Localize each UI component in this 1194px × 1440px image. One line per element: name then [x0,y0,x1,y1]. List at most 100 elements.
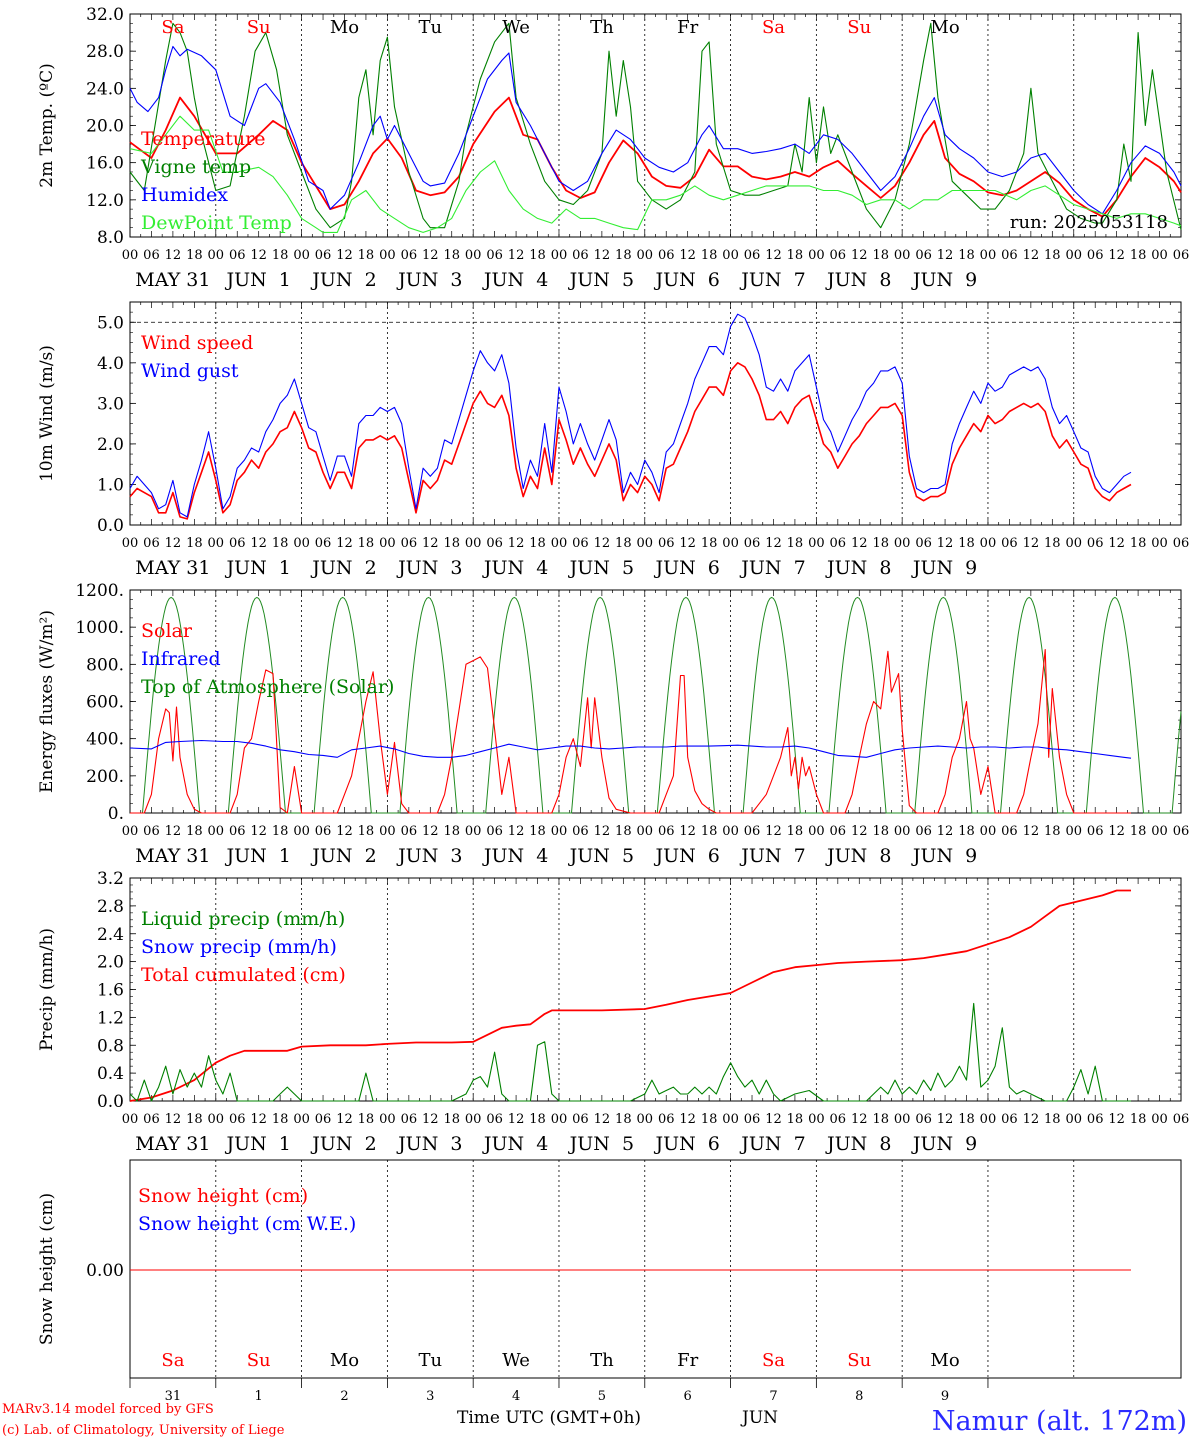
weekday-label: Sa [762,1350,785,1371]
hour-tick-label: 18 [615,824,632,839]
hour-tick-label: 12 [765,248,782,263]
hour-tick-label: 06 [915,1112,932,1127]
hour-tick-label: 18 [358,824,375,839]
hour-tick-label: 00 [551,248,568,263]
day-label: JUN 3 [396,1133,462,1155]
hour-tick-label: 00 [208,536,225,551]
hour-tick-label: 18 [1044,536,1061,551]
hour-tick-label: 00 [637,248,654,263]
hour-tick-label: 18 [958,536,975,551]
y-axis-label: 2m Temp. (ºC) [37,63,57,188]
hour-tick-label: 18 [872,824,889,839]
hour-tick-label: 12 [851,1112,868,1127]
day-number-label: 8 [855,1389,863,1404]
hour-tick-label: 18 [272,248,289,263]
weekday-label: Sa [762,17,785,38]
day-label: MAY 31 [135,1133,210,1155]
series-line-solar [130,648,1131,814]
hour-tick-label: 00 [379,536,396,551]
hour-tick-label: 12 [937,248,954,263]
legend-entry: Top of Atmosphere (Solar) [141,676,394,698]
y-axis-label: Snow height (cm) [37,1193,57,1345]
weekday-label: Th [590,1350,614,1371]
hour-tick-label: 18 [787,536,804,551]
hour-tick-label: 18 [358,1112,375,1127]
hour-tick-label: 06 [1001,824,1018,839]
hour-tick-label: 18 [358,536,375,551]
day-label: JUN 2 [310,845,376,867]
day-number-label: 1 [255,1389,263,1404]
legend-entry: Solar [141,620,193,642]
hour-tick-label: 12 [422,248,439,263]
hour-tick-label: 06 [486,1112,503,1127]
weekday-label: We [502,1350,530,1371]
hour-tick-label: 06 [229,824,246,839]
hour-tick-label: 06 [1001,536,1018,551]
y-axis-label: Energy fluxes (W/m²) [37,610,57,793]
hour-tick-label: 00 [122,248,139,263]
weekday-label: We [502,17,530,38]
day-label: JUN 4 [482,845,548,867]
legend-entry: Wind speed [141,332,253,354]
hour-tick-label: 18 [872,1112,889,1127]
hour-tick-label: 06 [658,248,675,263]
hour-tick-label: 00 [1151,536,1168,551]
hour-tick-label: 06 [401,824,418,839]
hour-tick-label: 06 [1173,1112,1190,1127]
weekday-label: Mo [330,1350,359,1371]
hour-tick-label: 00 [637,824,654,839]
y-tick-label: 2.4 [97,925,124,945]
hour-tick-label: 06 [572,1112,589,1127]
day-label: JUN 4 [482,269,548,291]
series-line-infrared [129,739,1132,759]
hour-tick-label: 06 [915,248,932,263]
hour-tick-label: 18 [358,248,375,263]
legend-entry: Temperature [141,128,265,150]
day-label: JUN 4 [482,1133,548,1155]
day-label: MAY 31 [135,845,210,867]
series-line-dewpoint-temp [129,115,1182,233]
hour-tick-label: 06 [229,248,246,263]
hour-tick-label: 00 [208,1112,225,1127]
day-label: JUN 5 [568,269,634,291]
hour-tick-label: 18 [615,1112,632,1127]
hour-tick-label: 06 [1087,536,1104,551]
hour-tick-label: 18 [1130,824,1147,839]
day-number-label: 3 [426,1389,434,1404]
y-tick-label: 200. [86,767,124,787]
plot-frame [129,13,1182,238]
hour-tick-label: 18 [958,1112,975,1127]
hour-tick-label: 00 [122,1112,139,1127]
day-label: JUN 8 [825,1133,891,1155]
hour-tick-label: 00 [980,1112,997,1127]
legend-entry: Snow height (cm) [138,1185,308,1207]
credit-line-2: (c) Lab. of Climatology, University of L… [2,1423,285,1438]
y-tick-label: 3.2 [97,869,124,889]
hour-tick-label: 06 [486,248,503,263]
hour-tick-label: 06 [315,824,332,839]
hour-tick-label: 18 [443,1112,460,1127]
hour-tick-label: 12 [165,824,182,839]
hour-tick-label: 00 [379,248,396,263]
hour-tick-label: 06 [1173,536,1190,551]
legend-entry: Snow height (cm W.E.) [138,1213,356,1235]
hour-tick-label: 00 [293,824,310,839]
hour-tick-label: 06 [1173,248,1190,263]
hour-tick-label: 00 [1065,1112,1082,1127]
day-label: JUN 2 [310,269,376,291]
y-tick-label: 4.0 [97,354,124,374]
hour-tick-label: 06 [830,1112,847,1127]
y-tick-label: 20.0 [86,117,124,137]
hour-tick-label: 00 [808,1112,825,1127]
hour-tick-label: 06 [486,536,503,551]
hour-tick-label: 12 [1108,824,1125,839]
day-number-label: 7 [769,1389,777,1404]
day-label: JUN 3 [396,557,462,579]
plot-frame [129,1159,1182,1379]
hour-tick-label: 06 [1087,824,1104,839]
hour-tick-label: 18 [615,248,632,263]
hour-tick-label: 12 [165,536,182,551]
hour-tick-label: 12 [336,536,353,551]
day-label: JUN 7 [739,845,805,867]
